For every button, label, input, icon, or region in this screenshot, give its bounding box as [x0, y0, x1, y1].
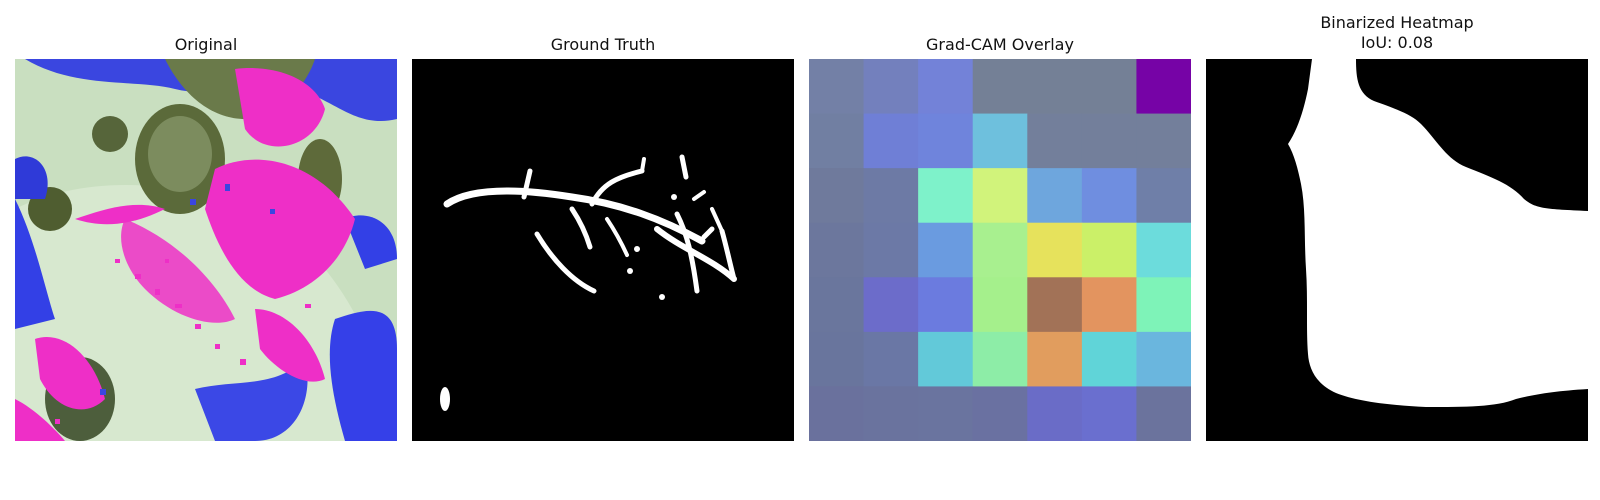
gradcam-cell — [809, 386, 865, 441]
gradcam-cell — [863, 222, 919, 278]
gradcam-cell — [1081, 113, 1138, 169]
gradcam-cell — [1136, 277, 1191, 333]
gradcam-cell — [918, 331, 974, 388]
gradcam-cell — [1027, 222, 1083, 278]
gradcam-cell — [918, 277, 974, 333]
gradcam-cell — [972, 386, 1028, 441]
gradcam-cell — [1027, 168, 1083, 224]
gradcam-cell — [972, 331, 1028, 388]
gradcam-cell — [863, 331, 919, 388]
gradcam-heatmap-grid — [809, 59, 1191, 441]
gradcam-cell — [863, 277, 919, 333]
gradcam-cell — [1081, 331, 1138, 388]
gradcam-cell — [972, 113, 1028, 169]
binarized-heatmap-panel — [1206, 59, 1588, 441]
original-image-panel — [15, 59, 397, 441]
gradcam-cell — [809, 277, 865, 333]
gradcam-cell — [918, 168, 974, 224]
gradcam-cell — [1027, 331, 1083, 388]
gradcam-cell — [863, 59, 919, 115]
gradcam-cell — [1027, 277, 1083, 333]
gradcam-overlay-panel — [809, 59, 1191, 441]
gradcam-cell — [1081, 277, 1138, 333]
gradcam-cell — [1136, 168, 1191, 224]
gradcam-cell — [863, 113, 919, 169]
gradcam-cell — [1027, 59, 1083, 115]
gradcam-cell — [1027, 386, 1083, 441]
gradcam-cell — [918, 59, 974, 115]
gradcam-cell — [1136, 386, 1191, 441]
panel-title-binarized-heatmap: Binarized Heatmap IoU: 0.08 — [1206, 13, 1588, 53]
gradcam-cell — [1136, 331, 1191, 388]
gradcam-cell — [809, 222, 865, 278]
gradcam-cell — [918, 222, 974, 278]
panel-title-original: Original — [174, 35, 238, 54]
gradcam-cell — [972, 168, 1028, 224]
ground-truth-mask — [412, 59, 794, 441]
gradcam-cell — [809, 168, 865, 224]
panel-title-ground-truth: Ground Truth — [550, 35, 656, 54]
gradcam-cell — [1136, 59, 1191, 115]
gradcam-cell — [1027, 113, 1083, 169]
gradcam-cell — [809, 59, 865, 115]
gradcam-cell — [972, 59, 1028, 115]
gradcam-cell — [1136, 113, 1191, 169]
gradcam-cell — [1081, 222, 1138, 278]
gradcam-cell — [809, 331, 865, 388]
gradcam-cell — [972, 222, 1028, 278]
gradcam-cell — [1081, 168, 1138, 224]
iou-score-label: IoU: 0.08 — [1360, 33, 1434, 52]
original-leaf-image — [15, 59, 397, 441]
gradcam-cell — [809, 113, 865, 169]
panel-title-gradcam-overlay: Grad-CAM Overlay — [926, 35, 1074, 54]
gradcam-cell — [918, 113, 974, 169]
gradcam-cell — [972, 277, 1028, 333]
gradcam-cell — [918, 386, 974, 441]
gradcam-cell — [1136, 222, 1191, 278]
gradcam-cell — [863, 386, 919, 441]
gradcam-cell — [1081, 386, 1138, 441]
ground-truth-panel — [412, 59, 794, 441]
gradcam-cell — [1081, 59, 1138, 115]
binarized-heatmap-title: Binarized Heatmap — [1320, 13, 1474, 32]
binarized-heatmap-mask — [1206, 59, 1588, 441]
gradcam-cell — [863, 168, 919, 224]
